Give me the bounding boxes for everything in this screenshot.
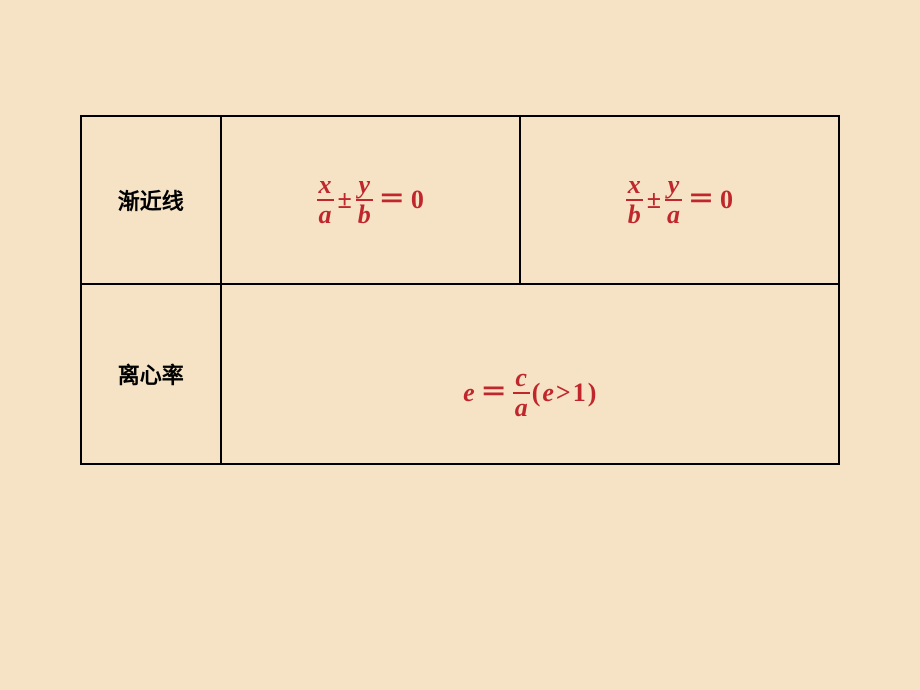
asymptote-formula-1: x a ± y b ＝ 0	[317, 172, 424, 228]
plus-minus: ±	[645, 187, 663, 213]
fraction: y a	[665, 172, 682, 228]
eccentricity-formula-cell: e ＝ c a ( e > 1 )	[221, 284, 839, 464]
rhs-value: 0	[720, 187, 733, 213]
asymptote-formula-2: x b ± y a ＝ 0	[626, 172, 733, 228]
asymptote-formula-1-cell: x a ± y b ＝ 0	[221, 116, 520, 284]
denominator: b	[356, 199, 373, 228]
fraction: x b	[626, 172, 643, 228]
eccentricity-label: 离心率	[81, 284, 221, 464]
lhs-var: e	[463, 380, 475, 406]
cond-op: >	[556, 380, 571, 406]
numerator: y	[666, 172, 682, 199]
eccentricity-row: 离心率 e ＝ c a ( e > 1 )	[81, 284, 839, 464]
numerator: x	[626, 172, 643, 199]
denominator: b	[626, 199, 643, 228]
paren-open: (	[532, 380, 541, 406]
fraction: x a	[317, 172, 334, 228]
denominator: a	[513, 392, 530, 421]
asymptote-row: 渐近线 x a ± y b ＝ 0 x b	[81, 116, 839, 284]
fraction: y b	[356, 172, 373, 228]
rhs-value: 0	[411, 187, 424, 213]
denominator: a	[317, 199, 334, 228]
asymptote-formula-2-cell: x b ± y a ＝ 0	[520, 116, 839, 284]
equals-sign: ＝	[375, 187, 409, 213]
properties-table: 渐近线 x a ± y b ＝ 0 x b	[80, 115, 840, 465]
asymptote-label: 渐近线	[81, 116, 221, 284]
equals-sign: ＝	[477, 380, 511, 406]
cond-var: e	[542, 380, 554, 406]
plus-minus: ±	[336, 187, 354, 213]
paren-close: )	[588, 380, 597, 406]
numerator: y	[357, 172, 373, 199]
equals-sign: ＝	[684, 187, 718, 213]
eccentricity-formula: e ＝ c a ( e > 1 )	[463, 365, 596, 421]
denominator: a	[665, 199, 682, 228]
numerator: c	[513, 365, 529, 392]
numerator: x	[317, 172, 334, 199]
cond-val: 1	[573, 380, 586, 406]
fraction: c a	[513, 365, 530, 421]
